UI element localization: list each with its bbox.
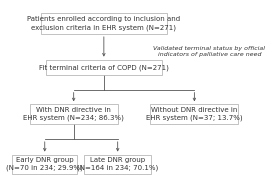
Text: Validated terminal status by official
indicators of palliative care need: Validated terminal status by official in…	[153, 46, 266, 57]
FancyBboxPatch shape	[84, 155, 151, 174]
Text: With DNR directive in
EHR system (N=234; 86.3%): With DNR directive in EHR system (N=234;…	[23, 107, 124, 121]
Text: Without DNR directive in
EHR system (N=37; 13.7%): Without DNR directive in EHR system (N=3…	[146, 107, 243, 121]
FancyBboxPatch shape	[46, 60, 162, 75]
FancyBboxPatch shape	[12, 155, 78, 174]
FancyBboxPatch shape	[150, 104, 238, 123]
Text: Early DNR group
(N=70 in 234; 29.9%): Early DNR group (N=70 in 234; 29.9%)	[6, 157, 83, 171]
Text: Fit terminal criteria of COPD (N=271): Fit terminal criteria of COPD (N=271)	[39, 64, 169, 71]
FancyBboxPatch shape	[41, 13, 167, 34]
FancyBboxPatch shape	[30, 104, 118, 123]
Text: Late DNR group
(N=164 in 234; 70.1%): Late DNR group (N=164 in 234; 70.1%)	[77, 157, 158, 171]
Text: Patients enrolled according to inclusion and
exclusion criteria in EHR system (N: Patients enrolled according to inclusion…	[27, 16, 180, 31]
